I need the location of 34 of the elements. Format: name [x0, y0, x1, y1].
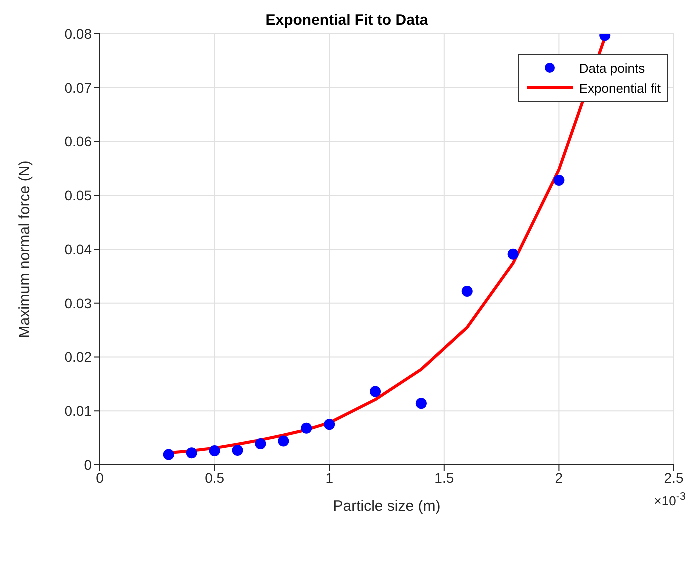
y-axis-title: Maximum normal force (N) [16, 160, 34, 338]
point [186, 448, 198, 459]
x-tick-label: 0 [96, 470, 104, 486]
point [163, 449, 174, 460]
text: ×10$^{-3}$ [654, 491, 686, 508]
x-tick-label: 2.5 [664, 470, 684, 486]
y-tick-label: 0.05 [64, 188, 92, 204]
point [255, 438, 266, 450]
y-tick-label: 0.03 [64, 295, 92, 312]
point [209, 445, 220, 456]
point [301, 422, 312, 434]
y-tick-label: 0 [84, 456, 92, 473]
point [232, 444, 244, 456]
point [416, 398, 427, 410]
point [508, 248, 519, 260]
point [370, 386, 382, 398]
point [278, 436, 290, 447]
y-tick-label: 0.02 [64, 349, 92, 366]
point [462, 286, 473, 298]
legend-label: Exponential fit [579, 80, 661, 96]
y-tick-label: 0.07 [64, 80, 92, 96]
x-tick-label: 1 [326, 470, 334, 486]
y-tick-label: 0.06 [64, 134, 92, 150]
point [324, 419, 336, 430]
point [554, 175, 565, 186]
y-tick-label: 0.01 [64, 403, 92, 420]
y-tick-label: 0.08 [64, 26, 92, 42]
legend-label: Data points [579, 60, 646, 76]
x-tick-label: 0.5 [205, 470, 225, 486]
y-tick-label: 0.04 [64, 241, 92, 258]
chart-title: Exponential Fit to Data [266, 12, 428, 29]
x-axis-title: Particle size (m) [333, 498, 441, 515]
x-tick-label: 1.5 [434, 470, 454, 486]
x-tick-label: 2 [555, 470, 564, 486]
